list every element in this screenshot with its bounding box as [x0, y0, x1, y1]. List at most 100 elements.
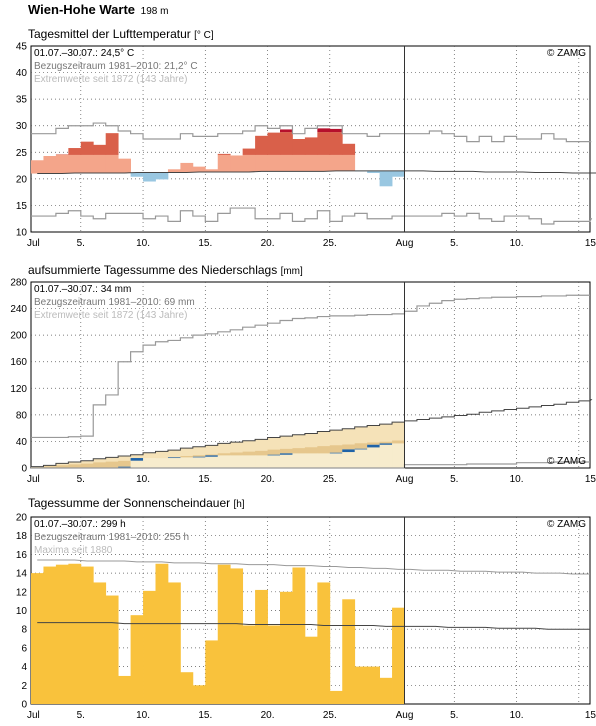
temperature-bar-cool [379, 170, 393, 187]
sunshine-bar [143, 590, 156, 704]
temperature-y-tick-label: 30 [16, 121, 28, 132]
sunshine-bar [217, 564, 231, 704]
temperature-bar [93, 154, 107, 174]
temperature-x-tick-label: 10. [136, 238, 150, 249]
precipitation-bar [280, 453, 293, 468]
precipitation-increase [379, 443, 393, 445]
precipitation-title: aufsummierte Tagessumme des Niederschlag… [28, 263, 303, 277]
temperature-x-tick-label: Jul [27, 238, 40, 249]
temperature-bar [304, 154, 318, 172]
temperature-bar [192, 166, 206, 172]
temperature-info-extremes: Extremwerte seit 1872 (143 Jahre) [34, 74, 187, 85]
sunshine-y-tick-label: 8 [21, 625, 27, 636]
sunshine-bar [255, 589, 268, 704]
temperature-bar-strong [68, 148, 82, 155]
precipitation-y-tick-label: 80 [16, 410, 28, 421]
sunshine-info-reference: Bezugszeitraum 1981–2010: 255 h [34, 532, 189, 543]
precipitation-bar [329, 452, 343, 468]
precipitation-x-tick-label: Jul [27, 474, 40, 485]
sunshine-bar [93, 582, 107, 704]
sunshine-x-tick-label: 5. [77, 710, 85, 721]
sunshine-bar [31, 573, 44, 704]
temperature-bar [342, 154, 356, 171]
precipitation-bar [167, 457, 181, 468]
temperature-bar [255, 154, 268, 172]
precipitation-extreme-min-line [31, 461, 590, 469]
temperature-y-tick-label: 15 [16, 201, 28, 212]
station-name: Wien-Hohe Warte [28, 2, 136, 17]
temperature-bar [292, 154, 306, 172]
precipitation-y-tick-label: 0 [21, 464, 27, 475]
precipitation-bar [342, 449, 356, 468]
temperature-bar [68, 154, 82, 174]
temperature-copyright: © ZAMG [547, 48, 586, 59]
sunshine-bar [55, 564, 69, 704]
temperature-x-tick-label: Aug [396, 238, 414, 249]
precipitation-bar [242, 455, 256, 468]
sunshine-bar [43, 566, 57, 704]
sunshine-x-tick-label: Jul [27, 710, 40, 721]
precipitation-y-tick-label: 200 [10, 331, 27, 342]
sunshine-info-extremes: Maxima seit 1880 [34, 545, 113, 556]
temperature-reference-line [37, 170, 596, 175]
sunshine-bar [329, 690, 343, 704]
sunshine-title-text: Tagessumme der Sonnenscheindauer [28, 496, 231, 510]
sunshine-bar [242, 625, 256, 704]
temperature-bar-strong [267, 132, 281, 155]
sunshine-y-tick-label: 18 [16, 531, 28, 542]
sunshine-unit: [h] [233, 499, 245, 510]
temperature-x-tick-label: 20. [261, 238, 275, 249]
temperature-y-tick-label: 10 [16, 228, 28, 239]
sunshine-copyright: © ZAMG [547, 519, 586, 530]
precipitation-y-tick-label: 120 [10, 384, 27, 395]
precipitation-info-reference: Bezugszeitraum 1981–2010: 69 mm [34, 297, 195, 308]
sunshine-bar [68, 563, 82, 704]
sunshine-bar [205, 640, 219, 704]
temperature-bar [329, 154, 343, 171]
precipitation-increase [342, 449, 356, 453]
precipitation-bar [130, 458, 144, 468]
temperature-bar [230, 155, 244, 172]
temperature-bar [118, 158, 131, 174]
sunshine-bar [354, 666, 368, 704]
precipitation-y-tick-label: 240 [10, 304, 27, 315]
sunshine-x-tick-label: Aug [396, 710, 414, 721]
temperature-bar [267, 154, 281, 172]
sunshine-y-tick-label: 14 [16, 569, 28, 580]
sunshine-y-tick-label: 12 [16, 587, 28, 598]
temperature-title: Tagesmittel der Lufttemperatur [° C] [28, 27, 214, 41]
sunshine-bar [317, 582, 331, 704]
precipitation-copyright: © ZAMG [547, 456, 586, 467]
sunshine-y-tick-label: 2 [21, 681, 27, 692]
sunshine-x-tick-label: 15. [198, 710, 212, 721]
temperature-extreme-min-line [31, 207, 593, 225]
sunshine-mean-line [37, 622, 590, 630]
precipitation-increase [280, 453, 293, 455]
temperature-x-tick-label: 5. [450, 238, 458, 249]
temperature-bar-strong [217, 153, 231, 155]
precipitation-increase [205, 455, 219, 457]
temperature-unit: [° C] [194, 30, 214, 41]
precipitation-y-tick-label: 40 [16, 437, 28, 448]
temperature-y-tick-label: 35 [16, 95, 28, 106]
precipitation-reference-line [31, 399, 593, 468]
precipitation-info-current: 01.07.–30.07.: 34 mm [34, 284, 131, 295]
precipitation-bar [304, 453, 318, 468]
precipitation-y-tick-label: 280 [10, 278, 27, 289]
sunshine-bar [304, 636, 318, 704]
temperature-info-reference: Bezugszeitraum 1981–2010: 21,2° C [34, 61, 198, 72]
temperature-bar-cool [130, 172, 144, 177]
sunshine-y-tick-label: 16 [16, 550, 28, 561]
precipitation-bar [379, 443, 393, 468]
temperature-bar [167, 169, 181, 173]
sunshine-bar [192, 685, 206, 704]
precipitation-increase [354, 448, 368, 450]
sunshine-x-tick-label: 15 [585, 710, 596, 721]
sunshine-bar [155, 563, 169, 704]
precipitation-bar [143, 458, 156, 468]
temperature-bar [242, 154, 256, 172]
precipitation-unit: [mm] [280, 266, 303, 277]
precipitation-increase [329, 452, 343, 454]
sunshine-y-tick-label: 0 [21, 700, 27, 711]
precipitation-x-tick-label: 25. [323, 474, 337, 485]
